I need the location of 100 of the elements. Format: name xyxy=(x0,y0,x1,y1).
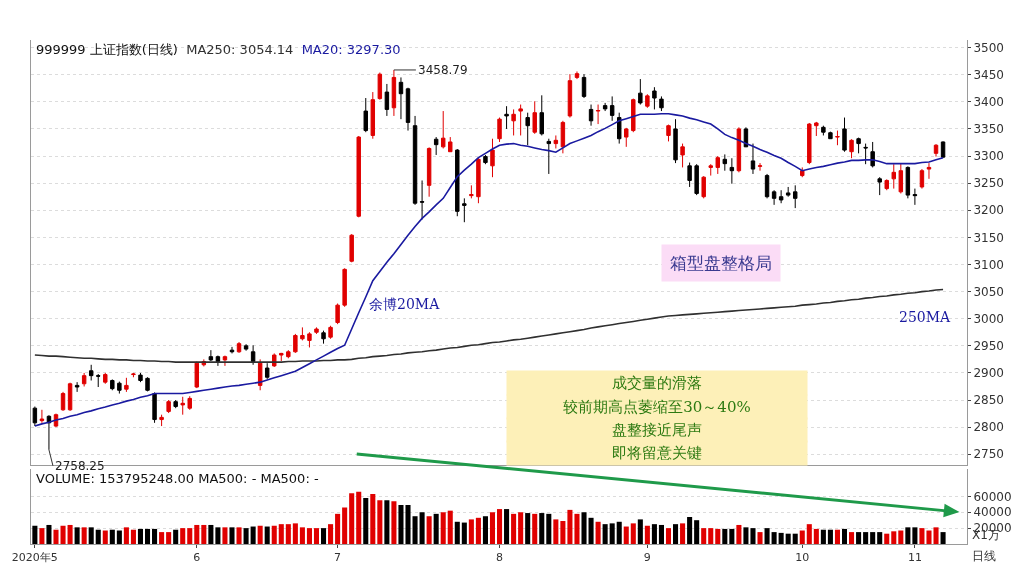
bar xyxy=(180,528,186,544)
annotation: 3458.79 xyxy=(418,63,468,77)
bar xyxy=(891,531,897,544)
candlestick xyxy=(835,130,840,146)
candlestick xyxy=(560,120,566,154)
bar xyxy=(905,527,911,544)
bar xyxy=(588,517,594,544)
bar xyxy=(609,523,615,544)
candlestick xyxy=(391,69,397,117)
candlestick xyxy=(363,97,368,133)
candlestick xyxy=(933,143,939,158)
bar xyxy=(863,532,869,544)
bar xyxy=(820,529,826,544)
bar xyxy=(53,529,59,544)
candlestick xyxy=(67,382,73,412)
bar xyxy=(419,512,425,544)
y-tick-label: 3350 xyxy=(973,122,1004,137)
candlestick xyxy=(384,83,390,117)
candlestick xyxy=(250,344,256,366)
candlestick xyxy=(884,178,889,191)
candlestick xyxy=(638,78,643,106)
bar xyxy=(201,524,207,544)
bar xyxy=(426,516,432,544)
bar xyxy=(504,509,510,544)
y-tick-label: 2850 xyxy=(973,393,1004,408)
candlestick xyxy=(243,343,249,352)
candlestick xyxy=(673,118,678,164)
candlestick xyxy=(546,138,552,175)
bar xyxy=(447,510,453,544)
bar xyxy=(88,527,94,544)
bar xyxy=(46,524,52,544)
x-tick-label: 10 xyxy=(795,551,810,565)
candlestick xyxy=(694,163,699,196)
bar xyxy=(215,527,221,544)
candlestick xyxy=(145,376,150,392)
candlestick xyxy=(771,189,777,206)
bar xyxy=(525,513,531,544)
bar xyxy=(250,526,256,544)
candlestick xyxy=(785,186,791,198)
text: MA20: 3297.30 xyxy=(301,42,401,57)
bar xyxy=(532,513,538,544)
candlestick xyxy=(159,414,164,427)
candlestick xyxy=(532,100,537,135)
bar xyxy=(159,532,165,544)
bar xyxy=(349,493,355,544)
candlestick xyxy=(807,122,812,165)
bar xyxy=(187,528,193,544)
bar xyxy=(229,527,235,544)
bar xyxy=(785,533,791,544)
candlestick xyxy=(490,138,495,178)
annotation: 箱型盘整格局 xyxy=(670,253,772,273)
candlestick xyxy=(504,105,509,130)
candlestick xyxy=(448,136,453,153)
bar xyxy=(539,513,545,544)
candlestick xyxy=(750,143,756,175)
bar xyxy=(616,521,622,544)
bar xyxy=(757,532,763,544)
bar xyxy=(67,524,73,544)
bar xyxy=(729,528,735,544)
bar xyxy=(292,523,298,544)
bar xyxy=(630,523,636,544)
candlestick xyxy=(32,406,38,427)
bar xyxy=(884,533,890,544)
bar xyxy=(940,532,946,544)
bar xyxy=(166,532,172,544)
candlestick xyxy=(307,331,312,348)
bar xyxy=(152,528,158,544)
bar xyxy=(792,533,798,544)
y-tick-label: 3150 xyxy=(973,230,1004,245)
candlestick xyxy=(96,373,101,388)
candlestick xyxy=(708,163,713,177)
text: MA250: 3054.14 xyxy=(186,42,294,57)
candlestick xyxy=(842,117,847,153)
candlestick xyxy=(405,87,411,132)
candlestick xyxy=(905,165,911,199)
candlestick xyxy=(342,267,347,308)
candlestick xyxy=(279,352,284,362)
candlestick xyxy=(715,155,720,175)
bar xyxy=(95,529,101,544)
bar xyxy=(658,524,664,544)
candlestick xyxy=(849,138,854,159)
bar xyxy=(919,528,925,544)
candlestick xyxy=(581,73,587,99)
bar xyxy=(637,519,643,544)
bar xyxy=(356,491,362,544)
bar xyxy=(468,519,474,544)
bar xyxy=(546,513,552,544)
candlestick xyxy=(588,104,594,127)
bar xyxy=(694,520,700,544)
candlestick xyxy=(60,391,66,412)
bar xyxy=(116,530,122,544)
candlestick xyxy=(856,137,861,154)
candlestick xyxy=(624,127,629,148)
bar xyxy=(109,529,115,544)
bar xyxy=(567,509,573,544)
candlestick xyxy=(666,124,671,142)
bar xyxy=(461,522,467,544)
candlestick xyxy=(525,112,530,146)
bar xyxy=(602,524,608,544)
bar xyxy=(412,516,418,544)
